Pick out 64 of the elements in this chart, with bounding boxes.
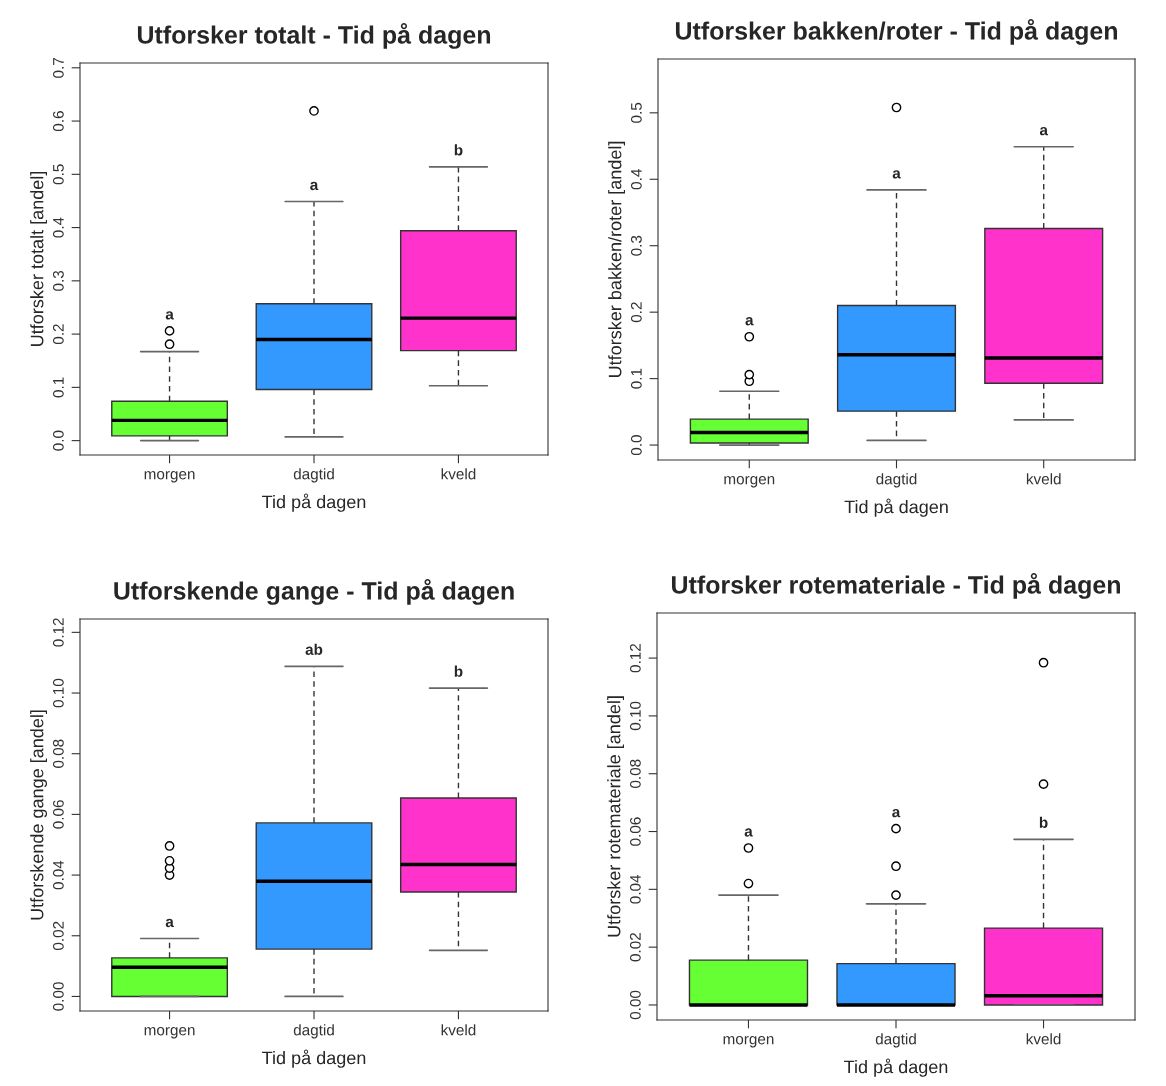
- annotation: a: [165, 311, 174, 320]
- y-axis-title: Utforskende gange [andel]: [30, 710, 48, 920]
- x-tick-label: kveld: [1026, 1033, 1061, 1045]
- x-tick-label: morgen: [723, 1036, 774, 1048]
- y-tick-label: 0.3: [52, 270, 64, 291]
- y-tick-label: 0.10: [52, 678, 64, 708]
- x-tick-label: morgen: [144, 1027, 195, 1039]
- annotation: a: [892, 170, 901, 179]
- y-tick-label: 0.08: [52, 739, 64, 768]
- x-axis-title: Tid på dagen: [844, 1058, 948, 1077]
- x-tick-label: kveld: [441, 1024, 476, 1036]
- annotation: ab: [305, 643, 323, 655]
- y-axis-title: Utforsker totalt [andel]: [30, 171, 48, 346]
- y-tick-label: 0.5: [630, 102, 642, 123]
- annotation: a: [745, 317, 754, 326]
- y-tick-label: 0.00: [52, 982, 64, 1011]
- annotation: b: [1039, 816, 1048, 828]
- y-tick-label: 0.12: [629, 643, 641, 673]
- y-tick-label: 0.06: [52, 800, 64, 829]
- y-tick-label: 0.6: [52, 111, 64, 132]
- y-tick-label: 0.00: [629, 990, 641, 1020]
- y-axis-title: Utforsker bakken/roter [andel]: [608, 141, 626, 378]
- x-tick-label: dagtid: [875, 1033, 916, 1048]
- x-axis-title: Tid på dagen: [262, 493, 366, 512]
- x-tick-label: morgen: [144, 471, 195, 483]
- y-tick-label: 0.06: [629, 817, 641, 846]
- y-tick-label: 0.5: [52, 164, 64, 185]
- y-tick-label: 0.10: [629, 701, 641, 731]
- y-tick-label: 0.2: [630, 302, 642, 323]
- y-tick-label: 0.02: [52, 921, 64, 951]
- y-tick-label: 0.04: [629, 874, 641, 904]
- annotation: a: [744, 828, 753, 837]
- y-tick-label: 0.0: [52, 430, 64, 451]
- y-tick-label: 0.1: [52, 377, 64, 398]
- y-tick-label: 0.7: [52, 57, 64, 78]
- y-tick-label: 0.3: [630, 235, 642, 256]
- x-tick-label: dagtid: [876, 473, 917, 488]
- annotation: a: [892, 808, 901, 818]
- chart-title: Utforsker totalt - Tid på dagen: [137, 22, 491, 49]
- chart-title: Utforsker rotemateriale - Tid på dagen: [671, 572, 1120, 599]
- y-tick-label: 0.0: [630, 435, 642, 456]
- y-tick-label: 0.12: [52, 618, 64, 647]
- x-axis-title: Tid på dagen: [262, 1049, 366, 1068]
- annotation: a: [1039, 126, 1049, 136]
- annotation: a: [165, 918, 174, 928]
- x-tick-label: dagtid: [293, 1024, 334, 1039]
- x-tick-label: kveld: [441, 468, 476, 480]
- y-tick-label: 0.08: [629, 759, 641, 788]
- y-tick-label: 0.1: [630, 368, 642, 389]
- x-tick-label: morgen: [724, 476, 775, 488]
- x-tick-label: kveld: [1026, 473, 1061, 485]
- x-axis-title: Tid på dagen: [844, 498, 948, 517]
- annotation: b: [454, 665, 463, 677]
- annotation: b: [454, 144, 463, 156]
- x-tick-label: dagtid: [293, 468, 334, 483]
- y-tick-label: 0.4: [630, 169, 642, 190]
- y-tick-label: 0.02: [629, 933, 641, 962]
- y-tick-label: 0.4: [52, 217, 64, 238]
- chart-title: Utforskende gange - Tid på dagen: [114, 578, 514, 605]
- chart-title: Utforsker bakken/roter - Tid på dagen: [675, 18, 1118, 45]
- y-tick-label: 0.2: [52, 324, 64, 345]
- annotation: a: [310, 181, 319, 191]
- y-tick-label: 0.04: [52, 860, 64, 890]
- y-axis-title: Utforsker rotemateriale [andel]: [607, 696, 625, 937]
